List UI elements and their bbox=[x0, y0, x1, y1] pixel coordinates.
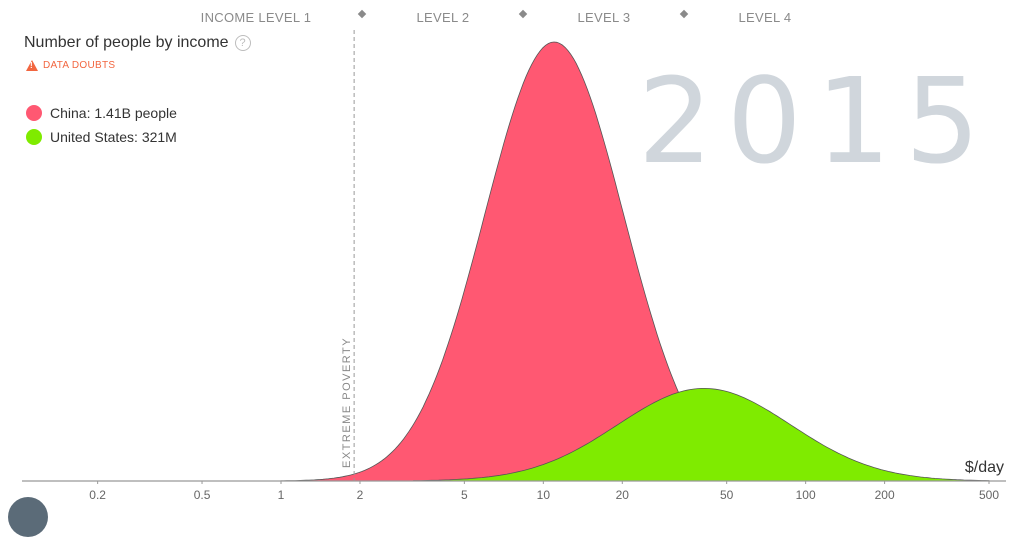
china-color-dot bbox=[26, 105, 42, 121]
level-3-label: LEVEL 3 bbox=[577, 10, 631, 25]
legend-item-china[interactable]: China: 1.41B people bbox=[26, 105, 177, 121]
chart-title: Number of people by income bbox=[24, 34, 229, 51]
x-axis-ticks: 0.2 0.5 1 2 5 10 20 50 100 200 500 bbox=[89, 481, 999, 502]
x-tick-label: 20 bbox=[616, 488, 630, 502]
legend-item-usa[interactable]: United States: 321M bbox=[26, 129, 177, 145]
x-tick-label: 50 bbox=[720, 488, 734, 502]
chart-canvas: EXTREME POVERTY 0.2 0.5 1 2 5 10 20 50 100 200 500 bbox=[22, 30, 1006, 502]
usa-area[interactable] bbox=[413, 388, 990, 482]
help-icon[interactable]: ? bbox=[234, 35, 251, 51]
extreme-poverty-label: EXTREME POVERTY bbox=[341, 337, 353, 468]
x-tick-label: 100 bbox=[796, 488, 816, 502]
x-tick-label: 2 bbox=[357, 488, 364, 502]
legend-label-usa: United States: 321M bbox=[50, 129, 177, 145]
legend-label-china: China: 1.41B people bbox=[50, 105, 177, 121]
x-tick-label: 0.5 bbox=[194, 488, 211, 502]
level-4-label: LEVEL 4 bbox=[738, 10, 792, 25]
play-button[interactable] bbox=[8, 497, 48, 537]
warning-icon: ! bbox=[26, 60, 38, 71]
usa-color-dot bbox=[26, 129, 42, 145]
data-doubts-link[interactable]: ! DATA DOUBTS bbox=[26, 60, 115, 71]
chart-areas bbox=[280, 41, 990, 482]
year-watermark: 2015 bbox=[637, 52, 994, 190]
chart-header: Number of people by income ? bbox=[24, 34, 251, 52]
x-tick-label: 0.2 bbox=[89, 488, 106, 502]
x-tick-label: 200 bbox=[875, 488, 895, 502]
income-level-bar: INCOME LEVEL 1 LEVEL 2 LEVEL 3 LEVEL 4 bbox=[0, 9, 1024, 28]
x-tick-label: 5 bbox=[461, 488, 468, 502]
x-tick-label: 10 bbox=[537, 488, 551, 502]
x-tick-label: 1 bbox=[278, 488, 285, 502]
data-doubts-label: DATA DOUBTS bbox=[43, 60, 116, 71]
x-axis-unit: $/day bbox=[964, 459, 1004, 476]
x-tick-label: 500 bbox=[979, 488, 999, 502]
level-1-label: INCOME LEVEL 1 bbox=[200, 10, 312, 25]
level-2-label: LEVEL 2 bbox=[416, 10, 470, 25]
legend: China: 1.41B people United States: 321M bbox=[26, 105, 177, 153]
